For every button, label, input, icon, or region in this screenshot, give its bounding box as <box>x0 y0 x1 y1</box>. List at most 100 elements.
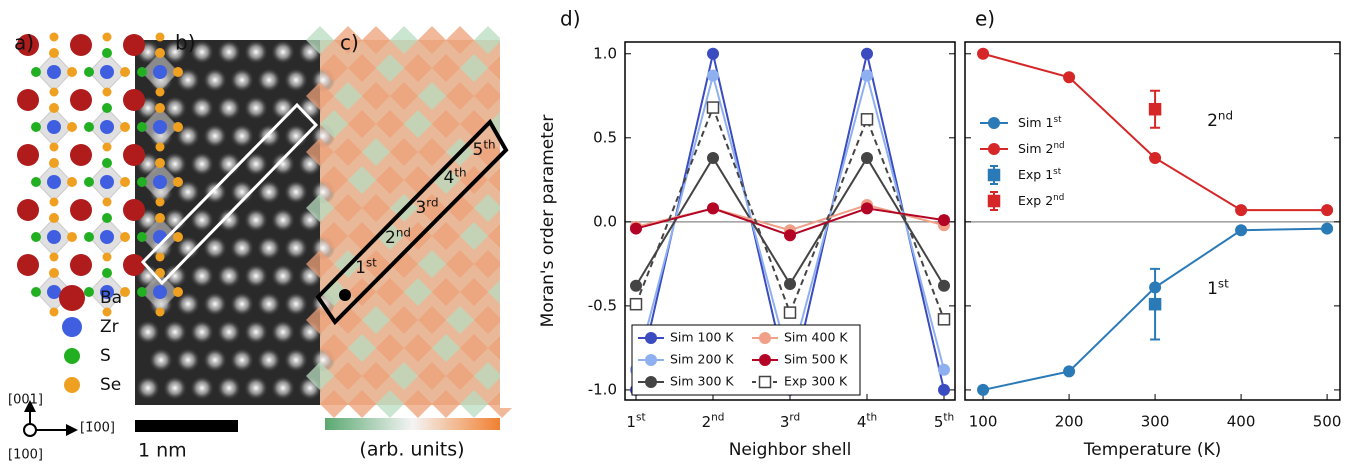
marker <box>707 152 719 164</box>
stem-dot <box>244 320 268 344</box>
atom <box>103 308 112 317</box>
stem-dot <box>271 208 295 232</box>
marker <box>784 278 796 290</box>
stem-dot <box>203 348 227 372</box>
x-tick-label: 3rd <box>780 411 800 430</box>
legend-label: Sim 200 K <box>670 352 734 367</box>
element-swatch <box>64 348 80 364</box>
legend-label: Sim 1st <box>1018 115 1062 130</box>
stem-dot <box>203 124 227 148</box>
figure: 1st2nd3rd4th5tha)b)c)BaZrSSe[001][1̄00][… <box>0 0 1349 464</box>
marker <box>939 314 950 325</box>
atom <box>31 177 41 187</box>
element-swatch <box>64 377 80 393</box>
atom <box>156 33 165 42</box>
atom <box>137 177 147 187</box>
atom <box>120 232 130 242</box>
atom <box>31 232 41 242</box>
atom <box>49 268 59 278</box>
arrow-head <box>66 424 78 436</box>
panel-label: e) <box>975 7 995 31</box>
colorbar-label: (arb. units) <box>359 439 464 461</box>
legend-label: Exp 1st <box>1018 167 1062 182</box>
direction-label: [100] <box>8 448 43 463</box>
stem-dot <box>217 40 241 64</box>
marker <box>861 202 873 214</box>
stem-dot <box>203 180 227 204</box>
stem-dot <box>257 348 281 372</box>
x-tick-label: 2nd <box>702 411 725 430</box>
y-tick-label: -0.5 <box>588 296 617 314</box>
atom <box>31 67 41 77</box>
origin-dot <box>339 289 351 301</box>
atom <box>50 88 59 97</box>
atom <box>137 232 147 242</box>
marker <box>862 114 873 125</box>
atom <box>50 33 59 42</box>
x-tick-label: 500 <box>1313 413 1342 431</box>
atom <box>47 120 61 134</box>
marker <box>1235 204 1247 216</box>
stem-dot <box>203 236 227 260</box>
atom <box>137 287 147 297</box>
stem-dot <box>190 264 214 288</box>
stem-dot <box>271 264 295 288</box>
panel-label: b) <box>175 31 196 55</box>
element-swatch <box>59 285 85 311</box>
stem-dot <box>230 68 254 92</box>
atom <box>123 144 145 166</box>
marker <box>759 354 771 366</box>
atom <box>70 34 92 56</box>
y-tick-label: 1.0 <box>593 44 617 62</box>
x-tick-label: 1st <box>626 411 645 430</box>
stem-dot <box>257 236 281 260</box>
stem-dot <box>190 376 214 400</box>
stem-dot <box>203 68 227 92</box>
stem-dot <box>271 40 295 64</box>
atom <box>84 287 94 297</box>
stem-dot <box>230 124 254 148</box>
atom <box>153 120 167 134</box>
legend-label: Sim 100 K <box>670 330 734 345</box>
marker <box>631 299 642 310</box>
atom <box>173 287 183 297</box>
atom <box>84 177 94 187</box>
atom <box>103 198 112 207</box>
stem-dot <box>271 376 295 400</box>
x-tick-label: 100 <box>969 413 998 431</box>
marker <box>988 117 1000 129</box>
plot-frame <box>965 42 1340 400</box>
stem-dot <box>136 376 160 400</box>
panel-label: a) <box>14 31 34 55</box>
marker <box>1063 71 1075 83</box>
stem-dot <box>217 376 241 400</box>
marker <box>861 152 873 164</box>
stem-dot <box>284 348 308 372</box>
atom <box>70 254 92 276</box>
atom <box>50 198 59 207</box>
stem-dot <box>244 96 268 120</box>
element-label: S <box>100 346 111 366</box>
marker <box>1321 223 1333 235</box>
element-swatch <box>62 317 82 337</box>
marker <box>977 384 989 396</box>
stem-dot <box>190 320 214 344</box>
stem-dot <box>257 124 281 148</box>
atom <box>123 199 145 221</box>
marker <box>938 214 950 226</box>
stem-dot <box>163 376 187 400</box>
atom <box>47 175 61 189</box>
stem-dot <box>190 152 214 176</box>
marker <box>708 102 719 113</box>
atom <box>173 232 183 242</box>
atom <box>102 213 112 223</box>
stem-dot <box>163 320 187 344</box>
atom <box>156 308 165 317</box>
atom <box>49 103 59 113</box>
atom <box>102 103 112 113</box>
scale-label: 1 nm <box>138 440 187 462</box>
mask <box>500 38 520 408</box>
atom <box>84 122 94 132</box>
stem-dot <box>244 208 268 232</box>
atom <box>67 232 77 242</box>
